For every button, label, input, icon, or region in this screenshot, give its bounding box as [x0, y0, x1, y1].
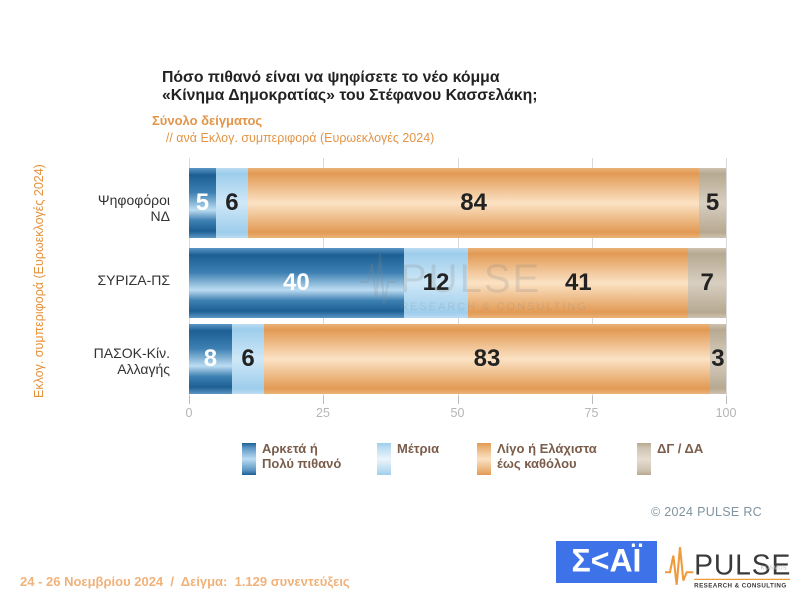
- svg-text:PULSE: PULSE: [400, 257, 541, 301]
- svg-text:KOSMOS: KOSMOS: [761, 565, 787, 571]
- svg-text:RESEARCH & CONSULTING: RESEARCH & CONSULTING: [694, 583, 786, 590]
- svg-text:Σ<ΑΪ: Σ<ΑΪ: [572, 543, 643, 579]
- svg-text:RESEARCH & CONSULTING: RESEARCH & CONSULTING: [400, 301, 588, 313]
